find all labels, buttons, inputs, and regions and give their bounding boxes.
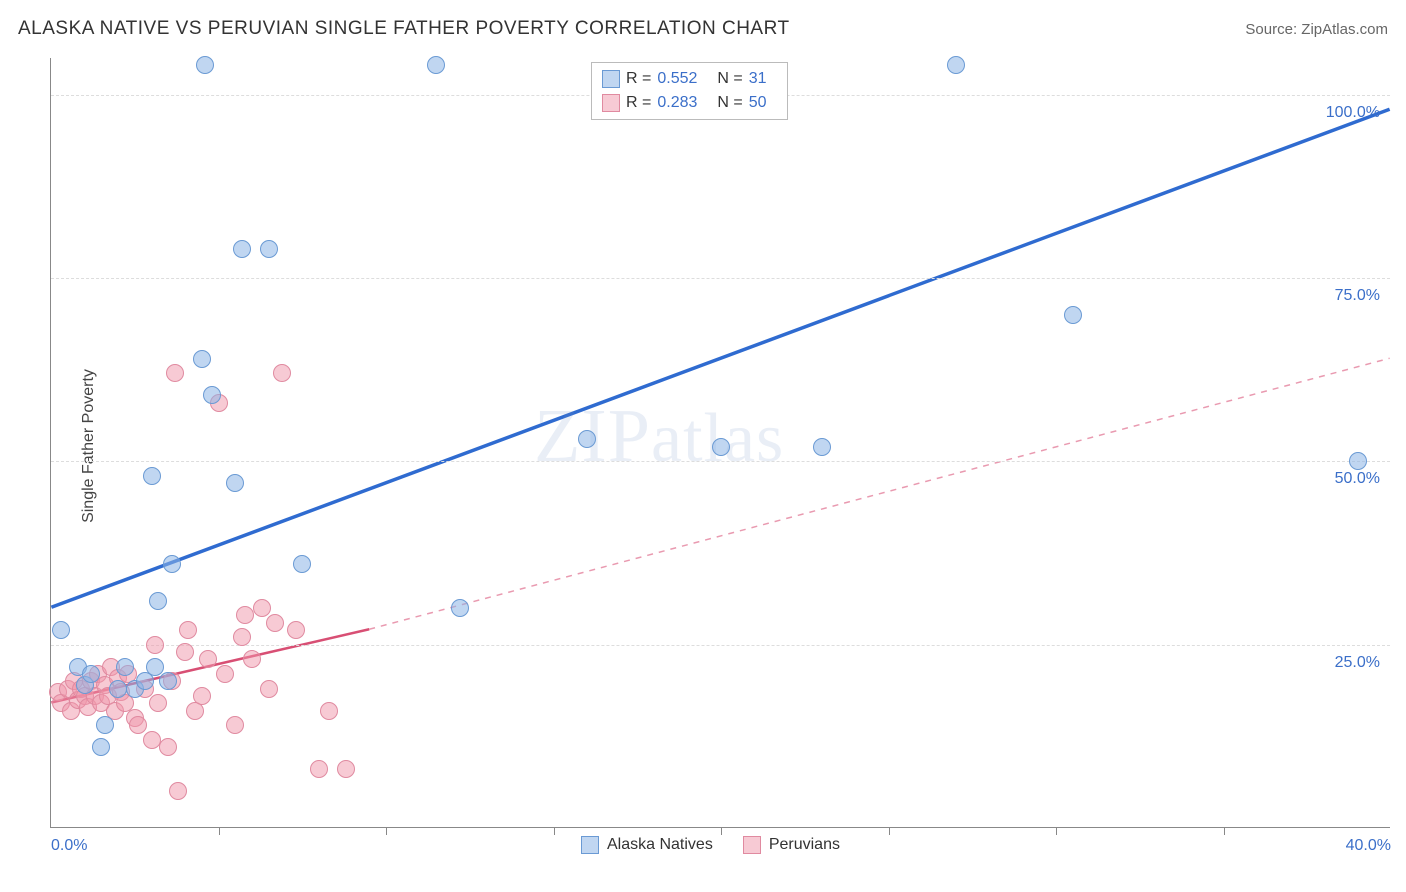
scatter-point-peruvians <box>146 636 164 654</box>
x-tick-label: 0.0% <box>51 837 87 855</box>
legend-series-item: Peruvians <box>743 836 840 854</box>
scatter-point-alaska-natives <box>109 680 127 698</box>
scatter-point-peruvians <box>337 760 355 778</box>
scatter-plot-area: ZIPatlas 25.0%50.0%75.0%100.0%0.0%40.0%R… <box>50 58 1390 828</box>
watermark: ZIPatlas <box>534 393 784 480</box>
scatter-point-alaska-natives <box>163 555 181 573</box>
scatter-point-alaska-natives <box>196 56 214 74</box>
scatter-point-peruvians <box>159 738 177 756</box>
legend-series-item: Alaska Natives <box>581 836 713 854</box>
scatter-point-peruvians <box>243 650 261 668</box>
x-tick-label: 40.0% <box>1346 837 1391 855</box>
scatter-point-alaska-natives <box>159 672 177 690</box>
legend-n-label: N = <box>717 94 742 112</box>
scatter-point-peruvians <box>149 694 167 712</box>
trend-line <box>51 109 1389 607</box>
legend-r-value: 0.283 <box>657 94 711 112</box>
legend-swatch <box>602 94 620 112</box>
legend-series: Alaska Natives Peruvians <box>581 836 840 854</box>
legend-n-value: 50 <box>749 94 777 112</box>
x-tick-mark <box>889 827 890 835</box>
scatter-point-alaska-natives <box>143 467 161 485</box>
scatter-point-peruvians <box>226 716 244 734</box>
trend-line <box>369 358 1389 629</box>
legend-series-label: Peruvians <box>769 836 840 854</box>
scatter-point-alaska-natives <box>149 592 167 610</box>
x-tick-mark <box>721 827 722 835</box>
scatter-point-peruvians <box>253 599 271 617</box>
chart-title: ALASKA NATIVE VS PERUVIAN SINGLE FATHER … <box>18 18 790 40</box>
scatter-point-alaska-natives <box>1064 306 1082 324</box>
scatter-point-peruvians <box>310 760 328 778</box>
x-tick-mark <box>554 827 555 835</box>
scatter-point-peruvians <box>143 731 161 749</box>
chart-source: Source: ZipAtlas.com <box>1245 21 1388 38</box>
scatter-point-alaska-natives <box>52 621 70 639</box>
scatter-point-alaska-natives <box>813 438 831 456</box>
legend-series-label: Alaska Natives <box>607 836 713 854</box>
x-tick-mark <box>219 827 220 835</box>
scatter-point-alaska-natives <box>116 658 134 676</box>
scatter-point-alaska-natives <box>947 56 965 74</box>
scatter-point-alaska-natives <box>146 658 164 676</box>
legend-stats-row: R = 0.552 N = 31 <box>602 67 777 91</box>
scatter-point-peruvians <box>266 614 284 632</box>
scatter-point-alaska-natives <box>92 738 110 756</box>
scatter-point-peruvians <box>273 364 291 382</box>
scatter-point-alaska-natives <box>578 430 596 448</box>
legend-r-value: 0.552 <box>657 70 711 88</box>
scatter-point-alaska-natives <box>1349 452 1367 470</box>
scatter-point-alaska-natives <box>260 240 278 258</box>
scatter-point-alaska-natives <box>427 56 445 74</box>
scatter-point-peruvians <box>320 702 338 720</box>
scatter-point-peruvians <box>287 621 305 639</box>
scatter-point-alaska-natives <box>226 474 244 492</box>
scatter-point-peruvians <box>233 628 251 646</box>
legend-r-label: R = <box>626 94 651 112</box>
scatter-point-alaska-natives <box>203 386 221 404</box>
x-tick-mark <box>1056 827 1057 835</box>
legend-stats: R = 0.552 N = 31 R = 0.283 N = 50 <box>591 62 788 120</box>
scatter-point-peruvians <box>199 650 217 668</box>
scatter-point-alaska-natives <box>193 350 211 368</box>
legend-n-label: N = <box>717 70 742 88</box>
gridline-horizontal <box>51 461 1390 462</box>
scatter-point-peruvians <box>179 621 197 639</box>
chart-header: ALASKA NATIVE VS PERUVIAN SINGLE FATHER … <box>18 18 1388 40</box>
y-tick-label: 25.0% <box>1335 654 1380 672</box>
x-tick-mark <box>1224 827 1225 835</box>
legend-swatch <box>743 836 761 854</box>
source-label: Source: <box>1245 21 1301 38</box>
y-tick-label: 75.0% <box>1335 287 1380 305</box>
scatter-point-peruvians <box>193 687 211 705</box>
scatter-point-peruvians <box>176 643 194 661</box>
scatter-point-alaska-natives <box>96 716 114 734</box>
source-value: ZipAtlas.com <box>1301 21 1388 38</box>
scatter-point-peruvians <box>260 680 278 698</box>
scatter-point-alaska-natives <box>233 240 251 258</box>
scatter-point-peruvians <box>216 665 234 683</box>
legend-r-label: R = <box>626 70 651 88</box>
legend-stats-row: R = 0.283 N = 50 <box>602 91 777 115</box>
gridline-horizontal <box>51 278 1390 279</box>
scatter-point-alaska-natives <box>712 438 730 456</box>
scatter-point-alaska-natives <box>451 599 469 617</box>
legend-n-value: 31 <box>749 70 777 88</box>
scatter-point-peruvians <box>169 782 187 800</box>
scatter-point-alaska-natives <box>82 665 100 683</box>
legend-swatch <box>581 836 599 854</box>
x-tick-mark <box>386 827 387 835</box>
legend-swatch <box>602 70 620 88</box>
scatter-point-alaska-natives <box>293 555 311 573</box>
gridline-horizontal <box>51 645 1390 646</box>
scatter-point-peruvians <box>129 716 147 734</box>
y-tick-label: 100.0% <box>1326 104 1380 122</box>
scatter-point-peruvians <box>236 606 254 624</box>
y-tick-label: 50.0% <box>1335 470 1380 488</box>
scatter-point-peruvians <box>166 364 184 382</box>
